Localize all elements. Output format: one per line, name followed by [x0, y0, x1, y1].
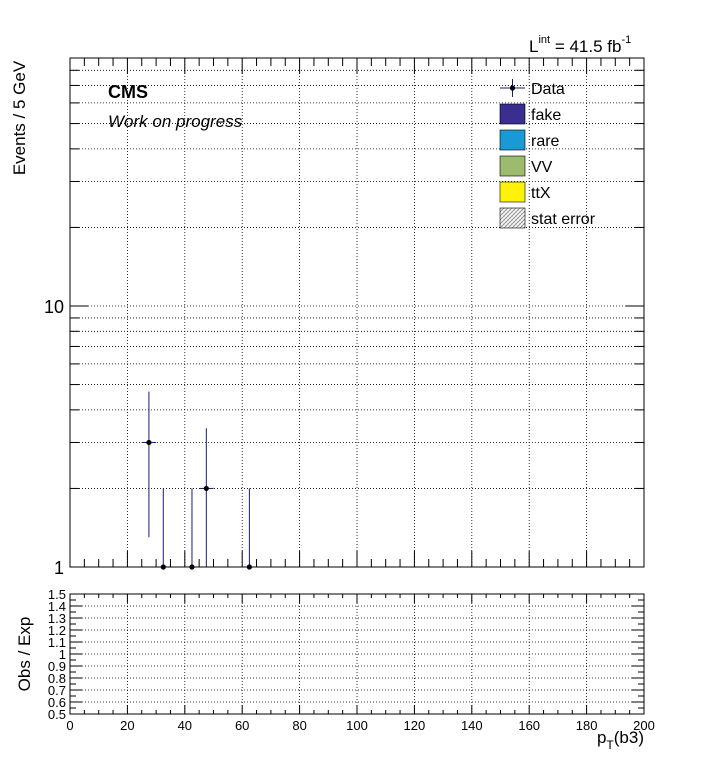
x-tick-label: 180 [576, 718, 598, 733]
legend-entry-stat-error: stat error [499, 207, 596, 229]
ratio-y-tick-labels: 0.50.60.70.80.911.11.21.31.41.5 [48, 587, 66, 722]
main-y-tick-label: 10 [44, 297, 64, 317]
legend-swatch [499, 129, 526, 151]
x-tick-label: 100 [346, 718, 368, 733]
ratio-y-tick-label: 1.2 [48, 623, 66, 638]
data-point-marker [203, 485, 209, 492]
main-y-tick-label: 1 [54, 558, 64, 578]
legend-entry-ttx: ttX [499, 181, 551, 203]
main-y-tick-labels: 1 10 [44, 297, 64, 578]
ratio-frame [69, 593, 645, 715]
ratio-y-axis-label: Obs / Exp [15, 617, 34, 692]
main-panel: 110 Events / 5 GeV CMS Work on progress … [10, 34, 645, 578]
data-point [141, 391, 157, 538]
legend-label: ttX [531, 185, 551, 202]
x-tick-label: 40 [178, 718, 192, 733]
main-frame [69, 57, 645, 568]
cms-sublabel: Work on progress [108, 112, 243, 131]
data-point-marker [146, 439, 152, 446]
ratio-panel: 0.50.60.70.80.911.11.21.31.41.5 0 20 40 60 8… [15, 587, 655, 752]
legend-entry-fake: fake [499, 103, 561, 125]
legend-swatch [499, 103, 526, 125]
x-tick-label: 120 [404, 718, 426, 733]
cms-label: CMS [108, 82, 148, 102]
x-tick-label: 200 [633, 718, 655, 733]
x-tick-label: 20 [120, 718, 134, 733]
ratio-y-tick-label: 1.3 [48, 611, 66, 626]
legend: Data fake rare VV ttX stat error [499, 79, 596, 229]
legend-label: Data [531, 81, 565, 98]
lumi-label: Lint = 41.5 fb-1 [529, 34, 631, 56]
data-point [199, 428, 214, 567]
x-tick-label: 60 [235, 718, 249, 733]
ratio-grid [70, 594, 644, 714]
ratio-y-tick-label: 1.1 [48, 635, 66, 650]
ratio-y-tick-label: 0.6 [48, 695, 66, 710]
main-y-axis-label: Events / 5 GeV [10, 60, 29, 175]
legend-swatch [499, 181, 526, 203]
main-ticks [69, 58, 645, 568]
legend-label: fake [531, 107, 561, 124]
x-tick-label: 160 [518, 718, 540, 733]
legend-entry-data: Data [500, 79, 565, 98]
x-tick-labels: 0 20 40 60 80 100 120 140 160 180 200 [66, 718, 654, 733]
legend-entry-rare: rare [499, 129, 560, 151]
legend-swatch-hatch [499, 207, 526, 229]
ratio-y-tick-label: 1.5 [48, 587, 66, 602]
legend-label: rare [531, 133, 560, 150]
x-tick-label: 80 [292, 718, 306, 733]
x-tick-label: 0 [66, 718, 73, 733]
main-grid [70, 58, 644, 567]
ratio-y-tick-label: 0.7 [48, 683, 66, 698]
legend-entry-vv: VV [499, 155, 553, 177]
x-tick-label: 140 [461, 718, 483, 733]
x-axis-label: pT(b3) [597, 728, 644, 752]
ratio-y-tick-label: 0.8 [48, 671, 66, 686]
ratio-y-tick-label: 0.9 [48, 659, 66, 674]
legend-label: VV [531, 159, 553, 176]
ratio-y-tick-label: 0.5 [48, 707, 66, 722]
ratio-y-tick-label: 1 [59, 647, 66, 662]
ratio-y-tick-label: 1.4 [48, 599, 66, 614]
ratio-ticks [69, 593, 645, 715]
legend-swatch [499, 155, 526, 177]
legend-marker [509, 85, 516, 91]
legend-label: stat error [531, 211, 596, 228]
